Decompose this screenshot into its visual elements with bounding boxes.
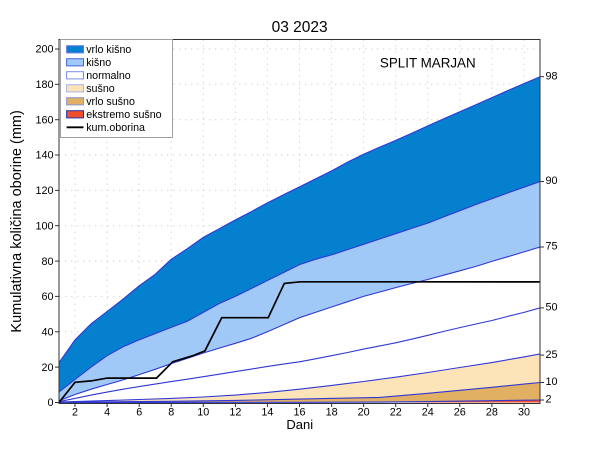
svg-text:4: 4 (104, 406, 110, 418)
svg-text:ekstremo sušno: ekstremo sušno (86, 109, 161, 121)
svg-text:30: 30 (518, 406, 530, 418)
svg-text:14: 14 (261, 406, 273, 418)
svg-text:10: 10 (546, 376, 558, 388)
svg-text:16: 16 (293, 406, 305, 418)
svg-text:100: 100 (35, 220, 53, 232)
svg-text:140: 140 (35, 150, 53, 162)
svg-text:sušno: sušno (86, 83, 115, 95)
svg-text:60: 60 (41, 291, 53, 303)
svg-text:18: 18 (326, 406, 338, 418)
svg-text:20: 20 (41, 362, 53, 374)
svg-text:SPLIT MARJAN: SPLIT MARJAN (380, 56, 476, 71)
svg-text:50: 50 (546, 302, 558, 314)
svg-text:20: 20 (358, 406, 370, 418)
svg-text:90: 90 (546, 175, 558, 187)
svg-text:normalno: normalno (86, 70, 131, 82)
svg-text:6: 6 (136, 406, 142, 418)
svg-text:200: 200 (35, 44, 53, 56)
svg-text:0: 0 (47, 397, 53, 409)
svg-text:120: 120 (35, 185, 53, 197)
svg-text:Kumulativna količina oborine (: Kumulativna količina oborine (mm) (9, 110, 25, 332)
svg-text:8: 8 (168, 406, 174, 418)
svg-text:vrlo kišno: vrlo kišno (86, 44, 131, 56)
svg-text:10: 10 (197, 406, 209, 418)
svg-text:Dani: Dani (286, 417, 313, 432)
svg-text:26: 26 (454, 406, 466, 418)
svg-text:40: 40 (41, 327, 53, 339)
svg-text:28: 28 (486, 406, 498, 418)
svg-text:vrlo sušno: vrlo sušno (86, 96, 135, 108)
svg-text:24: 24 (422, 406, 434, 418)
svg-text:180: 180 (35, 79, 53, 91)
svg-text:kišno: kišno (86, 57, 111, 69)
svg-text:12: 12 (229, 406, 241, 418)
svg-text:22: 22 (390, 406, 402, 418)
svg-text:2: 2 (546, 394, 552, 406)
svg-text:98: 98 (546, 70, 558, 82)
svg-text:80: 80 (41, 256, 53, 268)
svg-text:03 2023: 03 2023 (272, 19, 328, 36)
svg-text:2: 2 (72, 406, 78, 418)
svg-text:kum.oborina: kum.oborina (86, 122, 145, 134)
svg-text:25: 25 (546, 349, 558, 361)
svg-text:75: 75 (546, 241, 558, 253)
svg-text:160: 160 (35, 114, 53, 126)
